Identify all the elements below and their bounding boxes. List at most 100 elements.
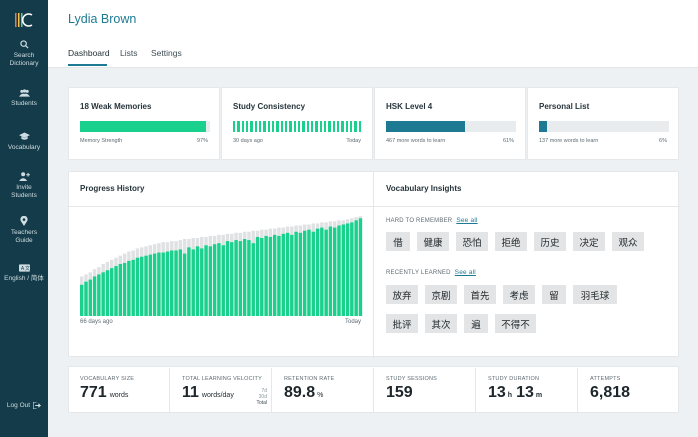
consistency-day-tick (311, 121, 314, 132)
history-bar-known (332, 227, 337, 316)
velocity-option-total[interactable]: Total (256, 400, 267, 406)
history-bar-known (221, 245, 225, 316)
personal-list-card[interactable]: Personal List 137 more words to learn 6% (527, 87, 679, 160)
history-bar-known (131, 259, 135, 316)
app-logo-icon[interactable] (13, 9, 35, 31)
sidebar-item-students[interactable]: Students (0, 89, 48, 108)
tab-settings[interactable]: Settings (151, 48, 182, 58)
history-bar-known (354, 220, 358, 316)
tab-lists[interactable]: Lists (120, 48, 138, 58)
history-bar-known (165, 251, 170, 316)
svg-text:A: A (20, 266, 24, 272)
stat-unit: words (109, 392, 129, 399)
word-chip[interactable]: 借 (386, 232, 410, 251)
learning-velocity-value: 11 words/day (182, 384, 234, 402)
word-chip[interactable]: 健康 (417, 232, 449, 251)
history-bar-known (157, 252, 161, 316)
word-chip[interactable]: 羽毛球 (573, 285, 617, 304)
velocity-option-30d[interactable]: 30d (258, 394, 267, 400)
history-bar-known (182, 253, 187, 316)
history-bar-known (324, 229, 328, 316)
retention-rate-value: 89.8% (284, 384, 323, 402)
sidebar-item-label: Teachers (10, 229, 38, 236)
word-chip[interactable]: 不得不 (495, 314, 536, 333)
word-chip[interactable]: 京剧 (425, 285, 457, 304)
history-bar-known (272, 234, 277, 316)
consistency-day-tick (315, 121, 318, 132)
velocity-range-options: 7d 30d Total (253, 388, 267, 406)
stat-label: ATTEMPTS (590, 376, 621, 382)
stat-number: 89.8 (284, 384, 316, 401)
history-bar-known (234, 240, 238, 316)
consistency-day-tick (254, 121, 258, 132)
consistency-day-tick (337, 121, 340, 132)
sidebar-item-label: Guide (15, 237, 33, 244)
word-chip[interactable]: 首先 (464, 285, 496, 304)
tab-dashboard[interactable]: Dashboard (68, 48, 110, 58)
hsk-level-card[interactable]: HSK Level 4 467 more words to learn 61% (374, 87, 526, 160)
bar-caption-left: 30 days ago (233, 138, 263, 144)
consistency-day-tick (276, 121, 279, 132)
word-chip[interactable]: 遍 (464, 314, 488, 333)
vocabulary-size-value: 771 words (80, 384, 128, 402)
word-chip[interactable]: 恐怕 (456, 232, 488, 251)
history-bar-known (174, 250, 178, 316)
consistency-day-tick (332, 121, 336, 132)
study-consistency-card[interactable]: Study Consistency 30 days ago Today (221, 87, 373, 160)
stat-unit: m (535, 392, 543, 399)
consistency-day-tick (280, 121, 284, 132)
logout-label: Log Out (6, 402, 31, 409)
sidebar-item-search-dictionary[interactable]: Search Dictionary (0, 40, 48, 68)
history-bar-known (114, 266, 118, 316)
consistency-day-tick (272, 121, 275, 132)
sidebar-item-label: English / 简体 (4, 275, 44, 282)
logout-button[interactable]: Log Out (0, 402, 48, 409)
history-bar-known (208, 246, 213, 316)
history-bar-known (127, 260, 131, 316)
sidebar-item-invite-students[interactable]: Invite Students (0, 172, 48, 200)
history-bar-known (217, 243, 221, 316)
history-bar-known (140, 256, 144, 316)
panel-divider (373, 172, 374, 358)
history-bar-known (230, 242, 234, 316)
word-chip[interactable]: 放弃 (386, 285, 418, 304)
see-all-hard-link[interactable]: See all (456, 217, 478, 224)
word-chip[interactable]: 拒绝 (495, 232, 527, 251)
history-bar-known (294, 231, 298, 316)
stat-number: 771 (80, 384, 107, 401)
bar-caption-left: Memory Strength (80, 138, 123, 144)
personal-progress-fill (539, 121, 547, 132)
bar-caption-right: Today (346, 138, 361, 144)
sidebar-item-teachers-guide[interactable]: Teachers Guide (0, 216, 48, 245)
search-icon (19, 40, 29, 49)
word-chip[interactable]: 其次 (425, 314, 457, 333)
history-bar-known (311, 231, 315, 316)
word-chip[interactable]: 留 (542, 285, 566, 304)
history-bar-known (118, 264, 123, 316)
stat-divider (577, 368, 578, 412)
history-bar-known (105, 270, 110, 316)
consistency-strip (233, 121, 363, 132)
word-chip[interactable]: 历史 (534, 232, 566, 251)
see-all-recent-link[interactable]: See all (454, 269, 476, 276)
history-bar-known (307, 229, 311, 316)
section-divider (69, 206, 373, 207)
history-bar-known (170, 250, 174, 316)
history-bar-known (341, 224, 345, 316)
velocity-option-7d[interactable]: 7d (261, 388, 267, 394)
word-chip[interactable]: 批评 (386, 314, 418, 333)
stat-divider (169, 368, 170, 412)
word-chip[interactable]: 观众 (612, 232, 644, 251)
history-bar-known (88, 279, 93, 316)
page-header: Lydia Brown Dashboard Lists Settings (48, 0, 698, 68)
word-chip[interactable]: 决定 (573, 232, 605, 251)
users-icon (18, 89, 30, 97)
history-bar-known (285, 232, 290, 316)
weak-memories-card[interactable]: 18 Weak Memories Memory Strength 97% (68, 87, 220, 160)
user-plus-icon (18, 172, 30, 181)
sidebar-item-vocabulary[interactable]: Vocabulary (0, 132, 48, 152)
history-bar-known (152, 253, 157, 316)
word-chip[interactable]: 考虑 (503, 285, 535, 304)
consistency-day-tick (298, 121, 301, 132)
